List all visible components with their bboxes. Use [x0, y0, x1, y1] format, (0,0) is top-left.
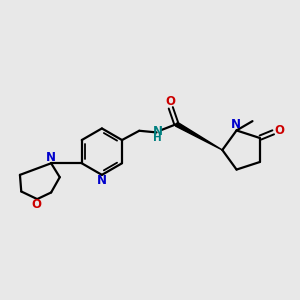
Text: O: O [274, 124, 284, 137]
Text: H: H [154, 133, 162, 143]
Text: N: N [153, 125, 163, 138]
Text: N: N [97, 174, 107, 188]
Polygon shape [176, 122, 222, 150]
Text: O: O [165, 95, 175, 108]
Text: O: O [31, 198, 41, 211]
Text: N: N [46, 151, 56, 164]
Text: N: N [230, 118, 241, 131]
